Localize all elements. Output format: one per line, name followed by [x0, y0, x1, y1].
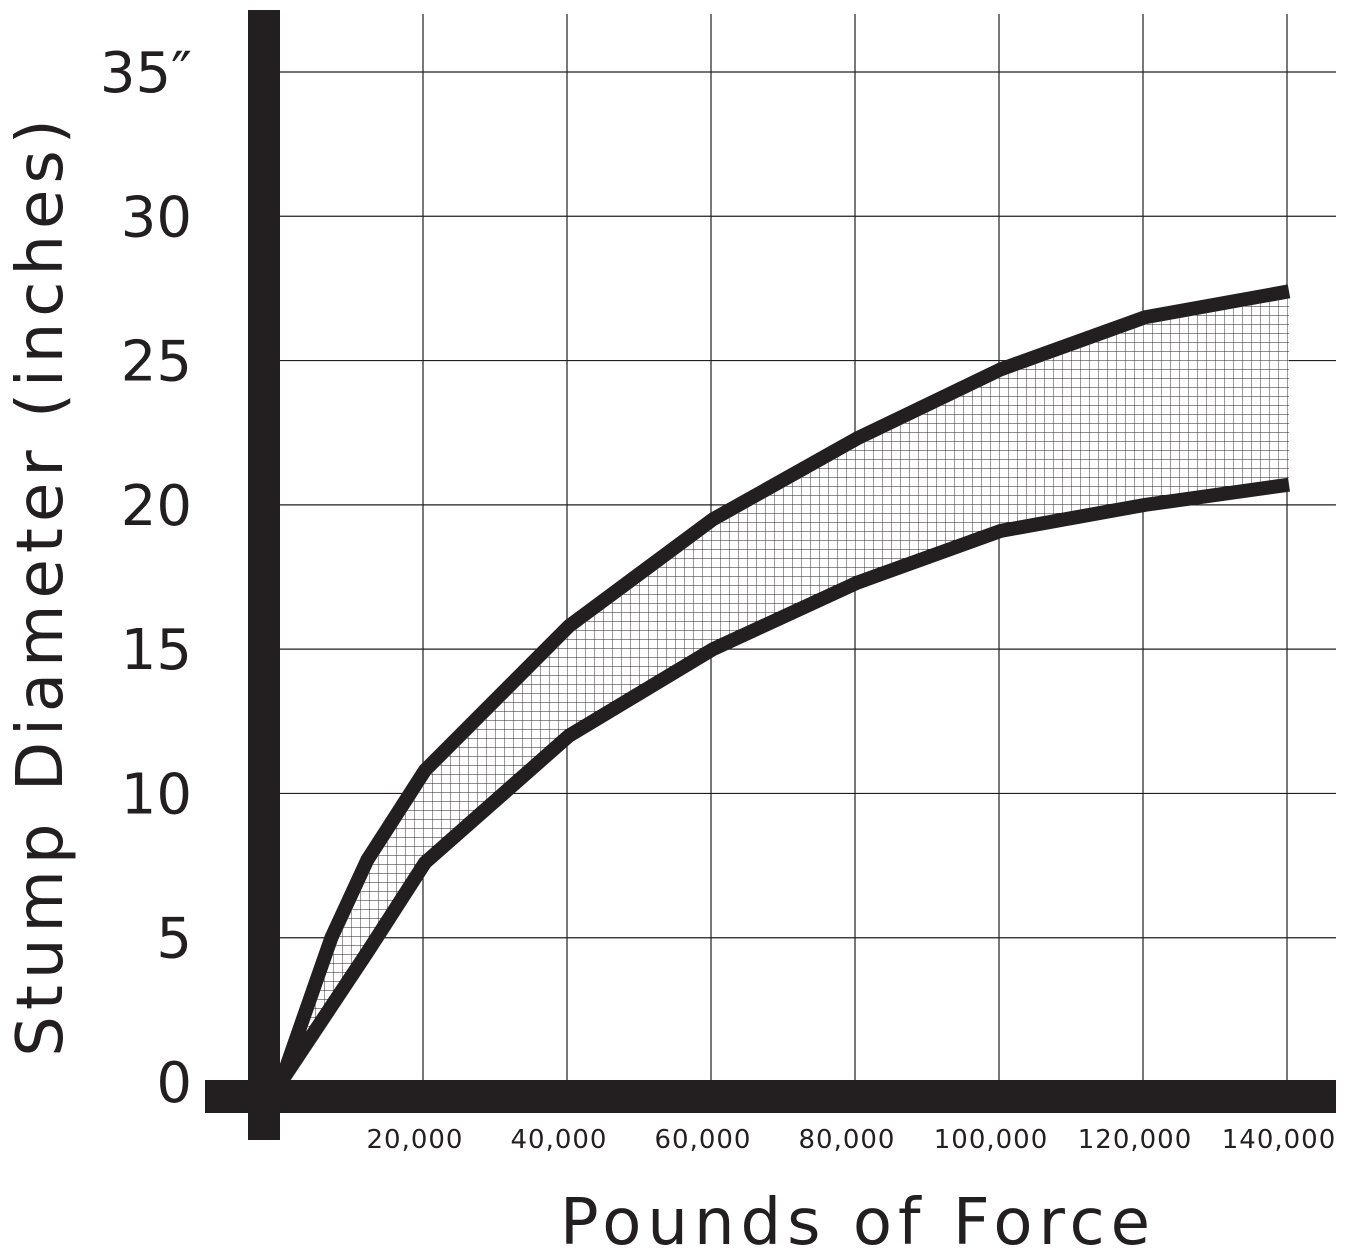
- x-axis-title: Pounds of Force: [560, 1186, 1156, 1251]
- x-tick-label: 140,000: [1222, 1125, 1337, 1155]
- x-tick-labels: 20,000 40,000 60,000 80,000 100,000 120,000 14…: [367, 1125, 1337, 1155]
- series-lines: [274, 284, 1291, 1086]
- range-band: [281, 291, 1289, 1082]
- upper-bound-line: [274, 284, 1291, 1085]
- y-tick-label: 35″: [100, 41, 192, 106]
- x-tick-label: 40,000: [511, 1125, 608, 1155]
- y-tick-label: 20: [121, 474, 192, 539]
- y-tick-label: 0: [156, 1051, 192, 1116]
- x-tick-label: 120,000: [1078, 1125, 1193, 1155]
- x-axis-bar: [205, 1080, 1336, 1113]
- y-tick-label: 15: [121, 618, 192, 683]
- x-tick-label: 100,000: [934, 1125, 1049, 1155]
- x-tick-label: 60,000: [655, 1125, 752, 1155]
- y-axis-bar: [248, 10, 280, 1140]
- y-tick-label: 5: [156, 907, 192, 972]
- x-tick-label: 80,000: [799, 1125, 896, 1155]
- y-tick-labels: 0 5 10 15 20 25 30 35″: [100, 41, 192, 1116]
- y-tick-label: 10: [121, 762, 192, 827]
- y-tick-label: 30: [121, 185, 192, 250]
- x-tick-label: 20,000: [367, 1125, 464, 1155]
- grid-lines: [280, 14, 1336, 1082]
- lower-bound-line: [275, 477, 1290, 1086]
- y-axis-title: Stump Diameter (inches): [4, 113, 78, 1056]
- y-tick-label: 25: [121, 330, 192, 395]
